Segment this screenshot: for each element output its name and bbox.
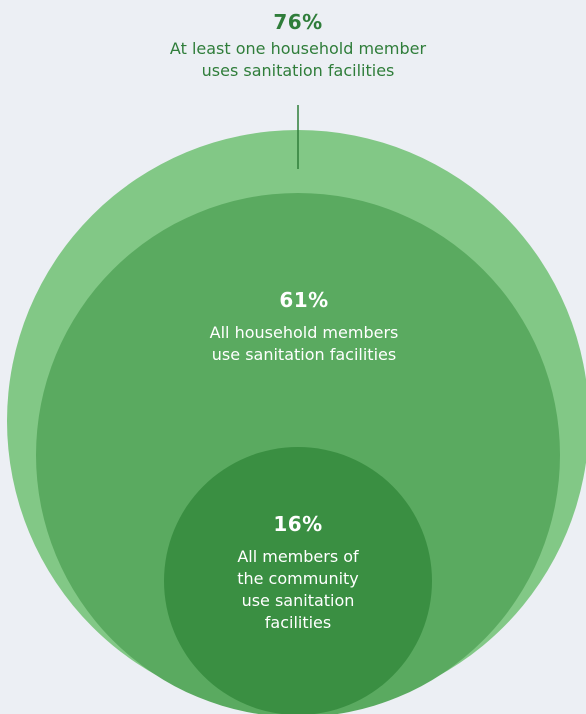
middle-label: 61% All household members use sanitation… [144, 288, 464, 366]
inner-description-line: All members of [237, 547, 359, 566]
outer-percent: 76% [273, 10, 323, 34]
outer-description-line: uses sanitation facilities [201, 61, 395, 80]
middle-description-line: All household members [209, 323, 399, 342]
outer-description: At least one household member uses sanit… [118, 38, 478, 82]
middle-percent: 61% [279, 288, 329, 312]
outer-description-line: At least one household member [169, 39, 427, 58]
inner-description: All members of the community use sanitat… [203, 546, 393, 634]
outer-label: 76% At least one household member uses s… [118, 10, 478, 82]
middle-description: All household members use sanitation fac… [144, 322, 464, 366]
inner-description-line: facilities [264, 613, 332, 632]
inner-description-line: the community [237, 569, 359, 588]
inner-percent: 16% [273, 512, 323, 536]
middle-description-line: use sanitation facilities [211, 345, 397, 364]
inner-label: 16% All members of the community use san… [203, 512, 393, 634]
inner-circle [164, 447, 432, 714]
inner-description-line: use sanitation [241, 591, 355, 610]
